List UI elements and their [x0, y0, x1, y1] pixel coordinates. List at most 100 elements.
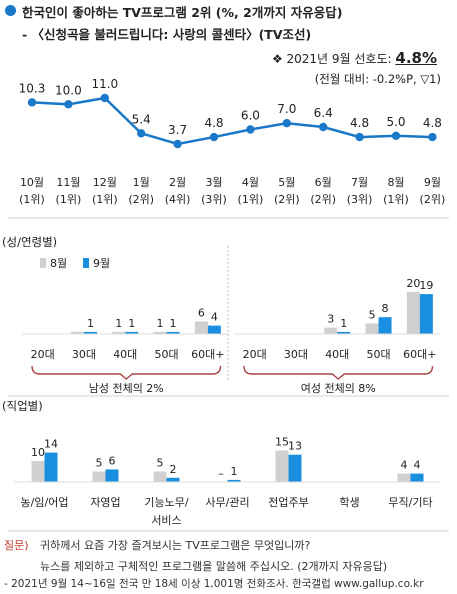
legend-curr-swatch [83, 258, 89, 268]
occ-curr-label-4: 13 [288, 440, 302, 453]
group-bracket-1 [243, 365, 434, 380]
group-bracket-0 [31, 365, 222, 380]
value-label-6: 6.0 [241, 109, 260, 123]
occ-label-3: 사무/관리 [205, 496, 249, 509]
bar-prev-0-1 [70, 331, 84, 334]
occ-prev-label-4: 15 [275, 436, 289, 449]
occ-label-4: 전업주부 [268, 496, 308, 509]
data-point-5 [209, 132, 219, 142]
bar-prev-label-1-3: 5 [369, 309, 376, 322]
occ-curr-label-2: 2 [170, 463, 177, 476]
trend-line [31, 96, 433, 146]
value-label-2: 11.0 [91, 77, 118, 91]
occ-bar-curr-0 [44, 452, 58, 482]
score-prefix: ❖ 2021년 9월 선호도: [271, 52, 392, 66]
rank-label-0: (1위) [19, 193, 45, 206]
occ-bar-prev-6 [397, 473, 411, 482]
age-label-0-1: 30대 [72, 348, 96, 361]
bar-prev-1-3 [365, 323, 379, 334]
data-point-11 [428, 132, 437, 142]
occ-bar-prev-4 [275, 450, 289, 482]
month-label-10: 8월 [387, 176, 404, 189]
value-label-10: 5.0 [386, 115, 405, 129]
bar-curr-label-0-1: 1 [87, 317, 94, 330]
group-total-1: 여성 전체의 8% [301, 382, 376, 395]
bar-prev-label-0-4: 6 [198, 306, 205, 319]
month-label-1: 11월 [56, 176, 80, 189]
month-label-3: 1월 [133, 176, 150, 189]
value-label-7: 7.0 [277, 102, 296, 116]
occ-label-2: 기능노무/ [144, 496, 188, 509]
age-label-1-1: 30대 [284, 348, 308, 361]
value-label-8: 6.4 [314, 106, 333, 120]
bar-prev-label-0-2: 1 [115, 317, 122, 330]
data-point-10 [391, 131, 401, 141]
age-label-0-4: 60대+ [191, 348, 224, 361]
bar-curr-0-1 [83, 331, 97, 334]
data-point-7 [282, 119, 291, 128]
bar-prev-label-1-2: 3 [327, 313, 334, 326]
age-label-1-0: 20대 [243, 348, 267, 361]
rank-label-4: (4위) [165, 193, 191, 206]
month-label-2: 12월 [93, 176, 117, 189]
value-label-5: 4.8 [204, 116, 223, 130]
occ-bar-prev-0 [31, 461, 45, 482]
age-label-0-2: 40대 [113, 348, 137, 361]
bar-prev-label-1-4: 20 [406, 277, 420, 290]
occ-prev-label-6: 4 [401, 459, 408, 472]
occ-label-5: 학생 [339, 496, 359, 509]
data-point-3 [137, 129, 146, 138]
month-label-7: 5월 [278, 176, 295, 189]
age-label-1-4: 60대+ [403, 348, 436, 361]
score-change: (전월 대비: -0.2%P, ▽1) [314, 72, 441, 86]
occ-bar-curr-6 [410, 473, 424, 482]
age-label-1-2: 40대 [325, 348, 349, 361]
bar-prev-0-3 [153, 331, 167, 334]
data-point-2 [100, 93, 110, 103]
bar-prev-0-4 [194, 321, 208, 334]
data-point-0 [27, 98, 37, 107]
bar-curr-label-1-4: 19 [419, 279, 433, 292]
occ-curr-label-3: 1 [231, 465, 238, 478]
rank-label-2: (1위) [92, 193, 118, 206]
rank-label-5: (3위) [201, 193, 227, 206]
occ-label-6: 무직/기타 [388, 496, 432, 509]
value-label-9: 4.8 [350, 116, 369, 130]
group-total-0: 남성 전체의 2% [89, 382, 164, 395]
occ-prev-label-2: 5 [157, 457, 164, 470]
value-label-4: 3.7 [168, 123, 187, 137]
bar-curr-label-0-4: 4 [211, 311, 218, 324]
gender-age-label: (성/연령별) [2, 235, 58, 249]
rank-label-3: (2위) [128, 193, 154, 206]
age-label-1-3: 50대 [366, 348, 390, 361]
current-score: ❖ 2021년 9월 선호도: 4.8% [272, 49, 437, 67]
occ-bar-prev-1 [92, 471, 106, 482]
bar-curr-label-1-3: 8 [382, 302, 389, 315]
occ-curr-label-6: 4 [414, 459, 421, 472]
legend-prev-swatch [40, 258, 46, 268]
rank-label-9: (3위) [347, 193, 373, 206]
month-label-11: 9월 [424, 176, 441, 189]
rank-label-10: (1위) [383, 193, 409, 206]
occ-bar-curr-4 [288, 454, 302, 482]
occ-curr-label-0: 14 [44, 438, 58, 451]
occ-bar-curr-2 [166, 477, 180, 482]
bar-prev-label-0-3: 1 [157, 317, 164, 330]
value-label-0: 10.3 [19, 81, 46, 95]
month-label-0: 10월 [20, 176, 44, 189]
rank-label-7: (2위) [274, 193, 300, 206]
legend-prev-label: 8월 [50, 257, 67, 270]
question-line-2: 뉴스를 제외하고 구체적인 프로그램을 말씀해 주십시오. (2개까지 자유응답… [40, 560, 388, 573]
bar-curr-1-4 [419, 294, 433, 334]
score-value: 4.8% [395, 49, 437, 67]
bar-prev-1-2 [324, 327, 338, 334]
bar-curr-label-0-2: 1 [128, 317, 135, 330]
occ-bar-curr-3 [227, 479, 241, 482]
rank-label-1: (1위) [56, 193, 82, 206]
occ-label-0: 농/임/어업 [21, 496, 69, 509]
occ-prev-label-0: 10 [31, 446, 45, 459]
value-label-1: 10.0 [55, 83, 82, 97]
rank-label-6: (1위) [238, 193, 264, 206]
rank-label-11: (2위) [420, 193, 446, 206]
occ-bar-prev-2 [153, 471, 167, 482]
